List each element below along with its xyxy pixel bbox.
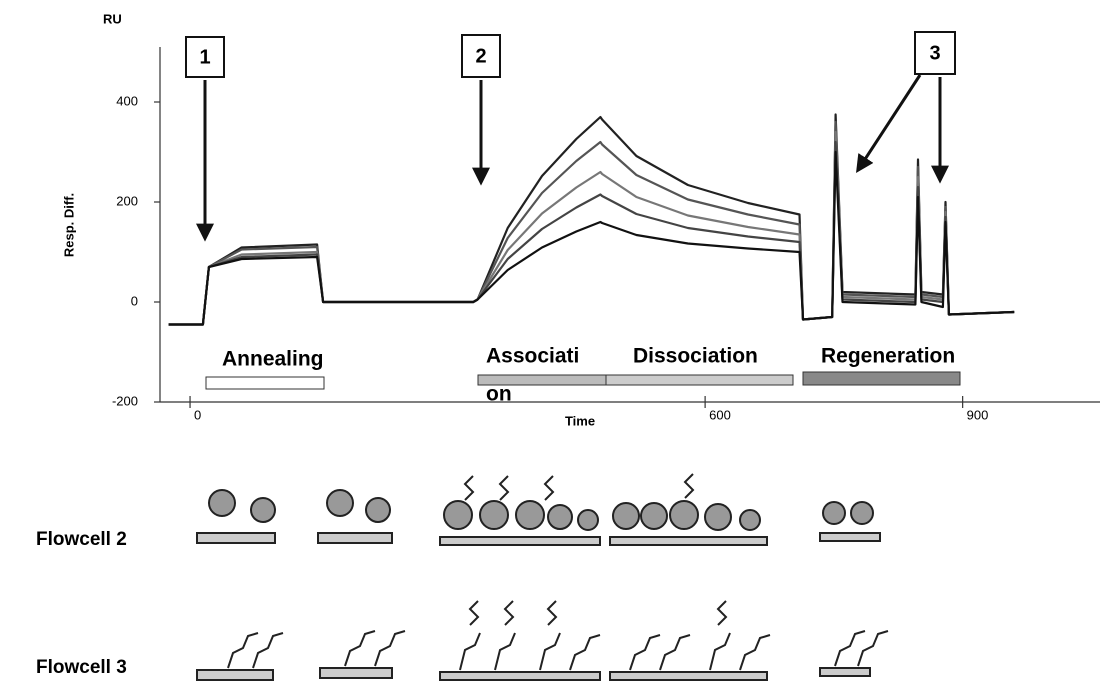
flowcell-label: Flowcell 2 <box>36 529 127 550</box>
flowcell-2-schematic <box>197 474 880 545</box>
sensorgram-line <box>169 115 1015 325</box>
y-tick-label: 200 <box>116 193 138 208</box>
phase-label: Regeneration <box>821 345 955 368</box>
step-number: 1 <box>199 46 210 68</box>
phase-label: Annealing <box>222 348 324 371</box>
phase-bar <box>206 377 324 389</box>
phase-label: Associati <box>486 345 579 368</box>
y-axis-title: Resp. Diff. <box>61 193 76 257</box>
arrow <box>858 75 920 170</box>
flowcell-3-schematic <box>197 601 888 680</box>
step-number: 2 <box>475 45 486 67</box>
phase-label: on <box>486 383 512 406</box>
x-tick-label: 900 <box>967 407 989 422</box>
phase-bar <box>803 372 960 385</box>
step-number: 3 <box>929 42 940 64</box>
flowcell-label: Flowcell 3 <box>36 657 127 678</box>
x-axis-title: Time <box>565 413 595 428</box>
y-tick-label: 400 <box>116 93 138 108</box>
x-tick-label: 0 <box>194 407 201 422</box>
phase-label: Dissociation <box>633 345 758 368</box>
x-tick-label: 600 <box>709 407 731 422</box>
y-unit: RU <box>103 11 122 26</box>
phase-bar <box>606 375 793 385</box>
y-tick-label: 0 <box>131 293 138 308</box>
y-tick-label: -200 <box>112 393 138 408</box>
figure: RU Resp. Diff. Time -200 0 200 400 0 600 900 A… <box>0 0 1113 689</box>
